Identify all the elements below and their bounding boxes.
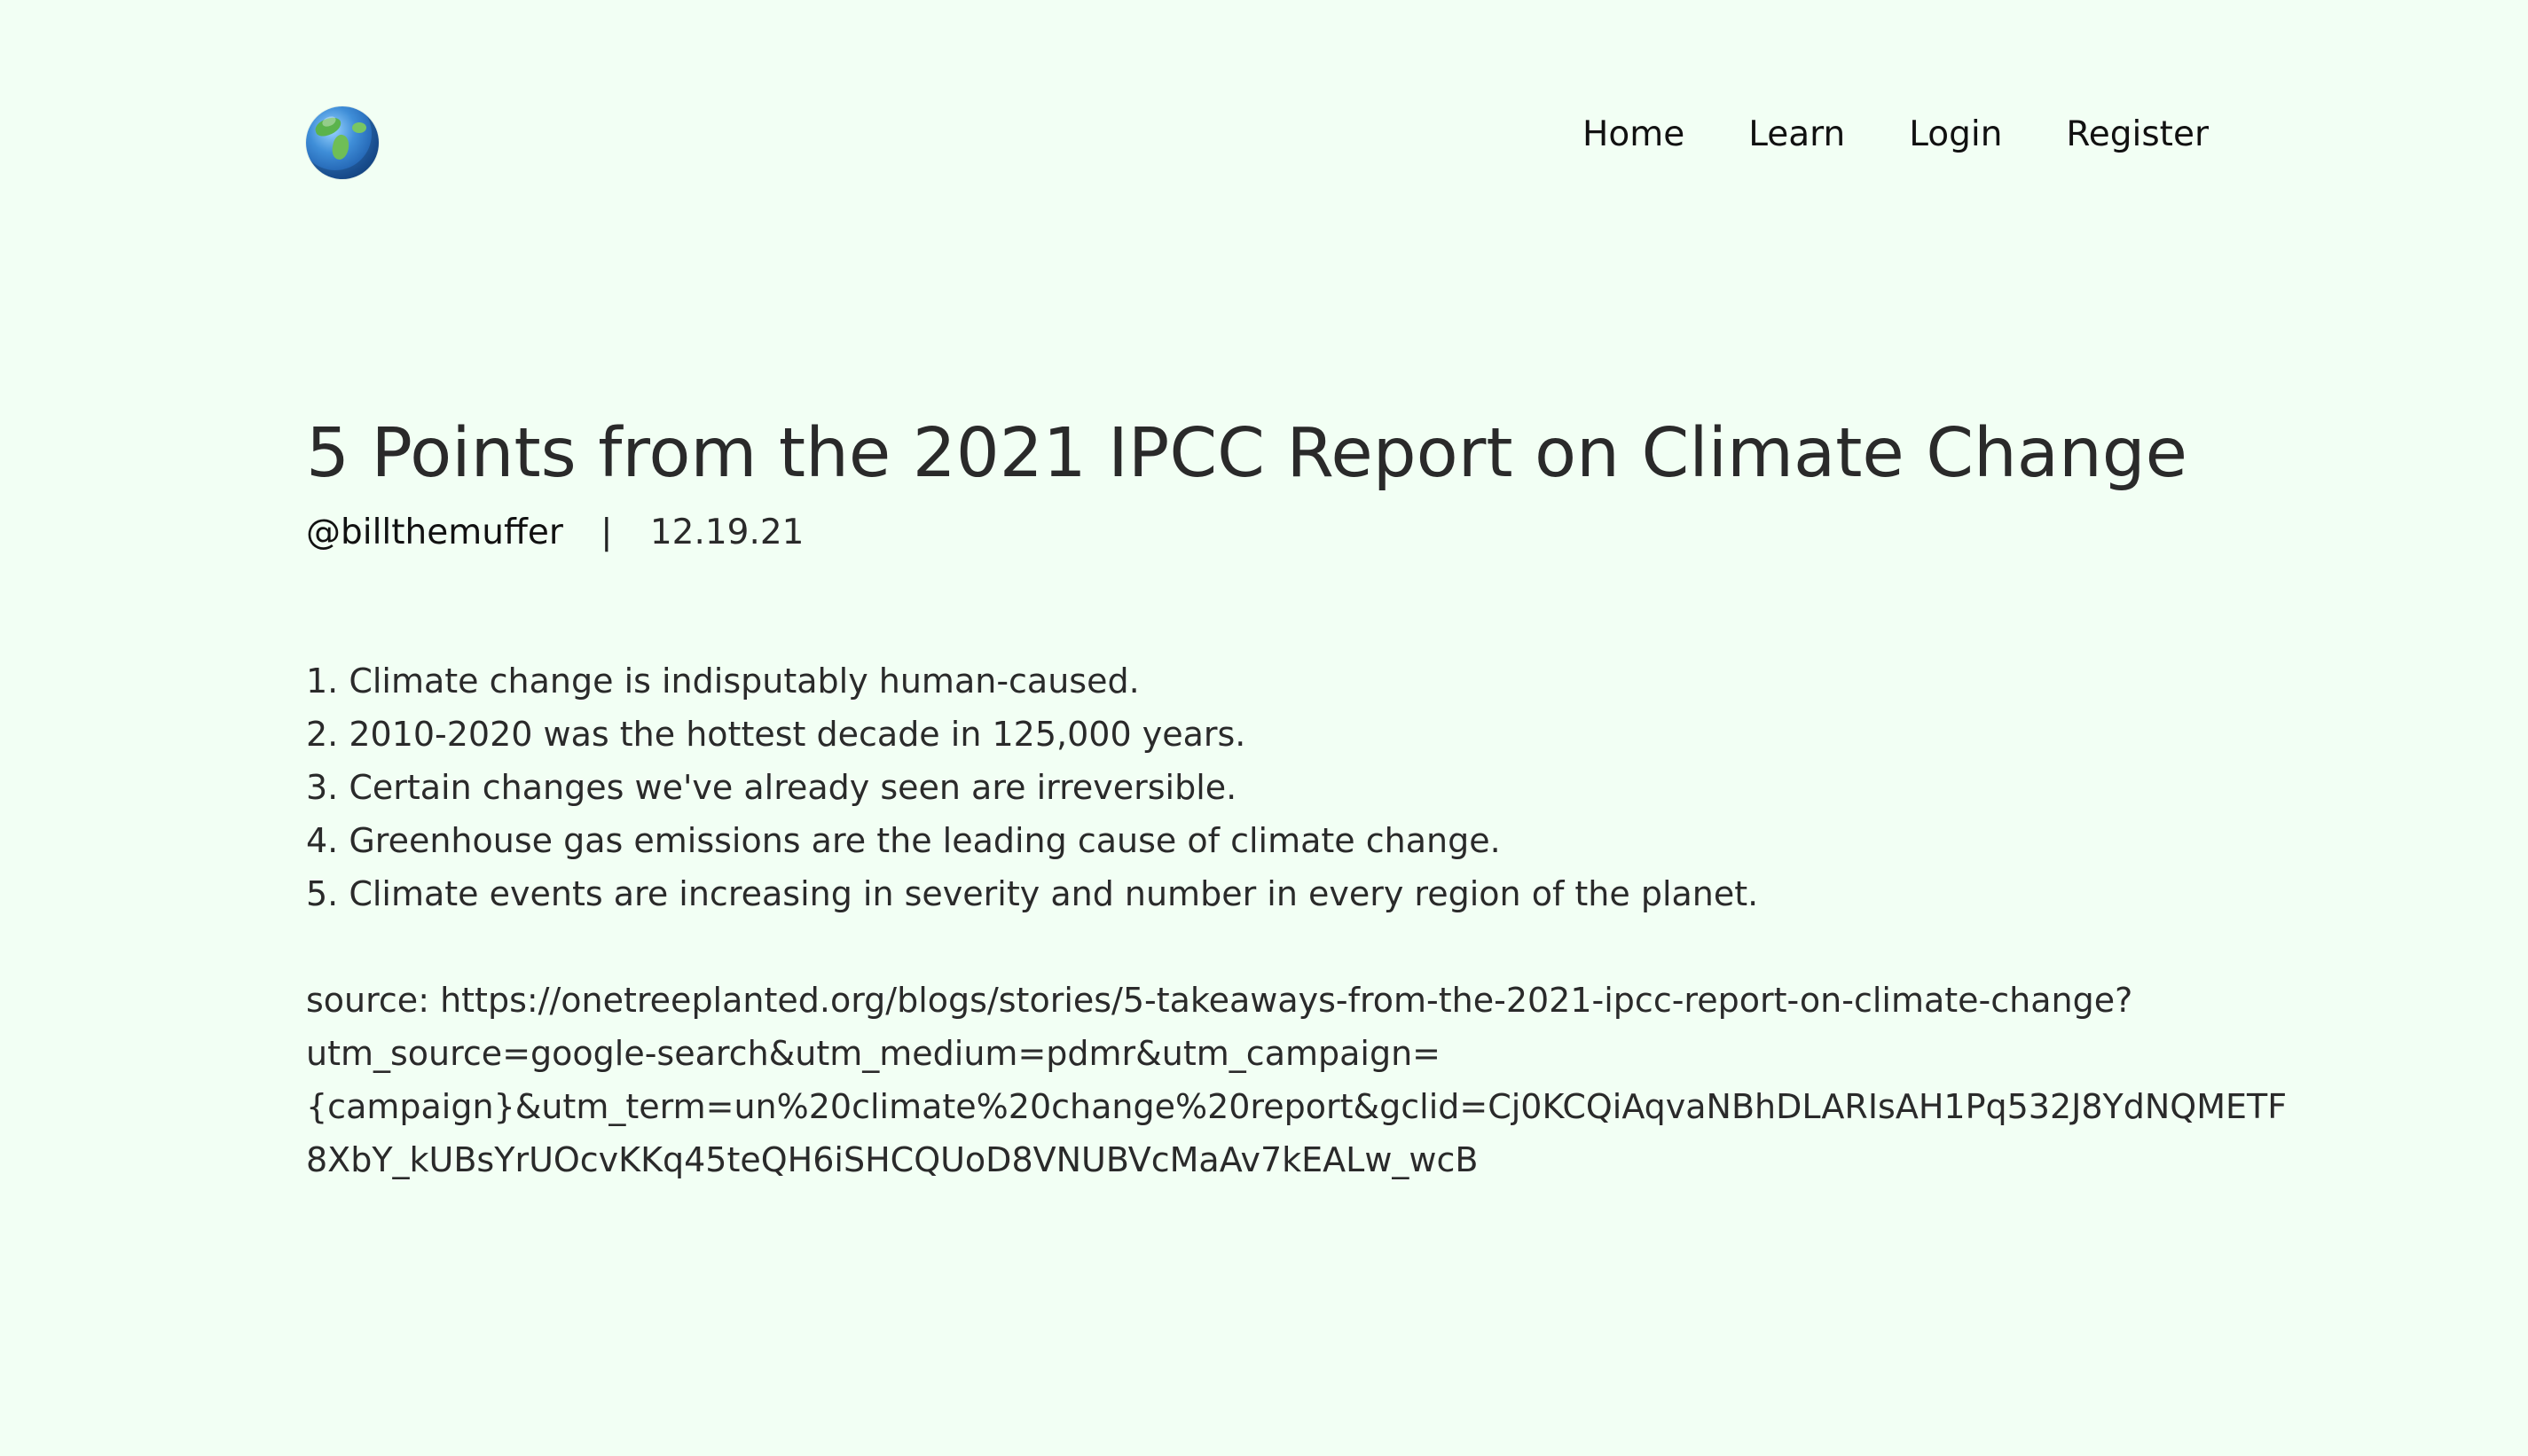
source-line: 8XbY_kUBsYrUOcvKKq45teQH6iSHCQUoD8VNUBVc…: [306, 1140, 1479, 1180]
globe-land-shape: [352, 122, 366, 133]
site-header: Home Learn Login Register: [306, 106, 2209, 181]
globe-land-shape: [330, 133, 351, 161]
source-text: source: https://onetreeplanted.org/blogs…: [306, 974, 2288, 1186]
source-line: utm_source=google-search&utm_medium=pdmr…: [306, 1034, 1441, 1074]
points-list: 1. Climate change is indisputably human-…: [306, 654, 2226, 920]
point-item: 1. Climate change is indisputably human-…: [306, 661, 1140, 701]
globe-icon[interactable]: [306, 106, 379, 179]
point-item: 5. Climate events are increasing in seve…: [306, 874, 1759, 914]
article-author: @billthemuffer: [306, 513, 563, 553]
source-line: {campaign}&utm_term=un%20climate%20chang…: [306, 1087, 2288, 1127]
article-meta: @billthemuffer | 12.19.21: [306, 515, 2226, 550]
point-item: 2. 2010-2020 was the hottest decade in 1…: [306, 715, 1246, 755]
meta-separator: |: [601, 513, 613, 553]
nav-home-link[interactable]: Home: [1582, 114, 1685, 154]
source-line: source: https://onetreeplanted.org/blogs…: [306, 981, 2133, 1021]
point-item: 4. Greenhouse gas emissions are the lead…: [306, 821, 1501, 861]
article-date: 12.19.21: [649, 513, 805, 553]
article-content: 5 Points from the 2021 IPCC Report on Cl…: [306, 414, 2288, 1186]
article-title: 5 Points from the 2021 IPCC Report on Cl…: [306, 414, 2188, 493]
nav-learn-link[interactable]: Learn: [1748, 114, 1846, 154]
nav-register-link[interactable]: Register: [2066, 114, 2209, 154]
nav-login-link[interactable]: Login: [1909, 114, 2003, 154]
point-item: 3. Certain changes we've already seen ar…: [306, 768, 1237, 808]
main-nav: Home Learn Login Register: [1582, 117, 2209, 152]
